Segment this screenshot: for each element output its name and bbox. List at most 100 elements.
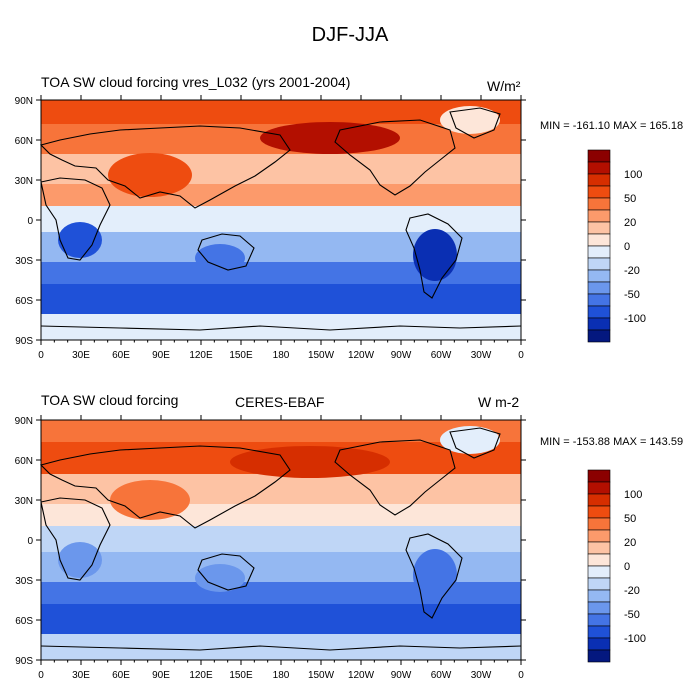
colorbar-label: 0 [624,241,630,253]
colorbar: 100 50 20 0 -20 -50 -100 [587,149,646,343]
x-tick-label: 120W [348,670,375,681]
colorbar-label: 100 [624,169,642,181]
colorbar-segment [587,197,611,211]
north-pacific-maximum [230,446,390,478]
x-tick-label: 150W [308,670,335,681]
coastline-south-america [405,533,463,619]
coastline-north-america [334,439,456,516]
south-america-minimum [413,549,457,601]
colorbar-segment [587,149,611,163]
coastline-australia [197,233,255,271]
colorbar-segment [587,649,611,663]
x-ticks: 0 30E 60E 90E 120E 150E 180 150W 120W 90W 60W 30W 0 [38,415,524,681]
greenland-patch [440,106,500,134]
x-tick-label: 0 [518,670,524,681]
panel-1-map: 0 30E 60E 90E 120E 150E 180 150W 120W 90W 60W 30W 0 … [15,95,646,361]
y-tick-label: 90N [15,96,33,107]
coastlines [39,107,522,331]
coastlines [39,427,522,651]
australia-minimum [195,564,245,592]
colorbar-label: -50 [624,289,640,301]
coastline-africa [40,497,111,581]
colorbar-label: 50 [624,513,636,525]
colorbar-segment [587,517,611,531]
colorbar-segment [587,577,611,591]
panel-1-minmax: MIN = -161.10 MAX = 165.18 [540,120,684,132]
y-tick-label: 0 [27,216,33,227]
x-tick-label: 60W [431,670,452,681]
north-pacific-maximum [260,122,400,154]
colorbar-label: -20 [624,585,640,597]
colorbar-label: 20 [624,537,636,549]
colorbar-label: 50 [624,193,636,205]
figure-title: DJF-JJA [311,24,389,46]
x-tick-label: 0 [38,350,44,361]
x-tick-label: 90W [391,350,412,361]
x-tick-label: 60W [431,350,452,361]
x-tick-label: 30E [72,350,90,361]
x-tick-label: 150E [229,670,253,681]
band-equator [41,526,521,552]
colorbar-segment [587,541,611,555]
colorbar-label: 20 [624,217,636,229]
x-tick-label: 60E [112,350,130,361]
colorbar-label: -100 [624,633,646,645]
colorbar-segment [587,469,611,483]
colorbar-segment [587,281,611,295]
x-tick-label: 30E [72,670,90,681]
colorbar-segment [587,173,611,187]
australia-minimum [195,244,245,272]
coastline-eurasia [39,445,291,529]
coastline-antarctica [40,645,522,651]
y-tick-label: 0 [27,536,33,547]
y-tick-label: 60N [15,136,33,147]
band-southern-ocean [41,604,521,634]
panel-1-units: W/m² [487,78,521,94]
y-tick-label: 30N [15,496,33,507]
x-tick-label: 120E [189,670,213,681]
colorbar-segment [587,529,611,543]
x-tick-label: 30W [471,670,492,681]
colorbar-segment [587,625,611,639]
colorbar-label: -100 [624,313,646,325]
coastline-antarctica [40,325,522,331]
x-tick-label: 150W [308,350,335,361]
band-equator [41,206,521,232]
colorbar-segment [587,245,611,259]
y-tick-label: 90S [15,656,33,667]
coastline-africa [40,177,111,261]
colorbar-segment [587,305,611,319]
colorbar-segment [587,589,611,603]
colorbar-segment [587,209,611,223]
y-ticks: 90N 60N 30N 0 30S 60S 90S [15,96,526,347]
colorbar-segment [587,505,611,519]
colorbar-segment [587,161,611,175]
panel-2-minmax: MIN = -153.88 MAX = 143.59 [540,436,684,448]
colorbar-segment [587,317,611,331]
x-tick-label: 180 [273,670,290,681]
colorbar-segment [587,221,611,235]
colorbar-label: 0 [624,561,630,573]
colorbar-segment [587,553,611,567]
asia-maximum [108,153,192,197]
panel-2-units: W m-2 [478,394,520,410]
y-tick-label: 90N [15,416,33,427]
band-southern-mid [41,262,521,284]
band-tropics-north [41,184,521,206]
map-field [41,100,521,340]
x-tick-label: 180 [273,350,290,361]
x-tick-label: 30W [471,350,492,361]
y-tick-label: 60N [15,456,33,467]
y-tick-label: 60S [15,616,33,627]
colorbar-segment [587,269,611,283]
band-arctic [41,420,521,442]
colorbar-segment [587,613,611,627]
y-tick-label: 30S [15,256,33,267]
x-tick-label: 60E [112,670,130,681]
colorbar-segment [587,257,611,271]
map-field [41,420,521,660]
panel-2-subtitle: CERES-EBAF [235,394,325,410]
colorbar-label: -50 [624,609,640,621]
panel-2-map: 0 30E 60E 90E 120E 150E 180 150W 120W 90W 60W 30W 0 … [15,415,646,681]
colorbar-segment [587,637,611,651]
